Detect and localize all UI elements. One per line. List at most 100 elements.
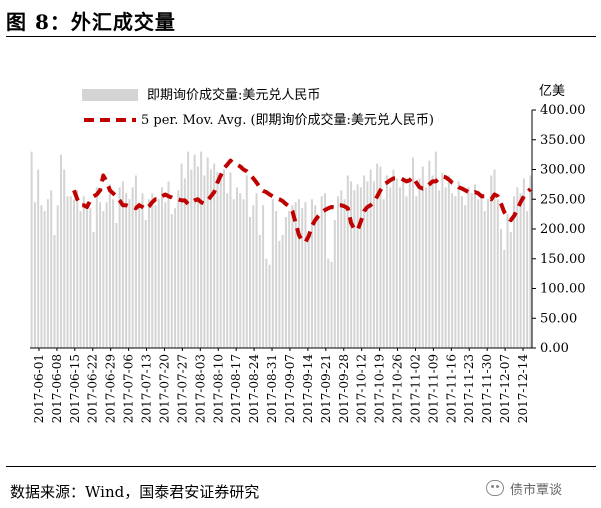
bar <box>79 211 82 348</box>
bar <box>82 196 85 348</box>
x-tick-label: 2017-08-31 <box>265 354 279 423</box>
bar <box>268 264 271 348</box>
bar <box>66 196 69 348</box>
bar <box>252 205 255 348</box>
bar <box>330 261 333 348</box>
bar <box>506 214 509 348</box>
bar <box>102 211 105 348</box>
x-tick-label: 2017-08-10 <box>211 354 225 423</box>
x-tick-label: 2017-11-30 <box>480 354 494 423</box>
bar <box>363 175 366 348</box>
bar <box>271 199 274 348</box>
bar <box>359 187 362 348</box>
bar <box>415 196 418 348</box>
watermark: 债市覃谈 <box>486 479 562 498</box>
y-axis-unit: 亿美 <box>539 84 565 99</box>
bar <box>464 205 467 348</box>
bar <box>314 205 317 348</box>
bar <box>519 193 522 348</box>
bar <box>216 172 219 348</box>
x-tick-label: 2017-08-24 <box>247 354 261 424</box>
bar <box>408 181 411 348</box>
bar <box>128 199 131 348</box>
bar <box>239 193 242 348</box>
bar <box>99 202 102 348</box>
bar <box>95 187 98 348</box>
bar <box>389 187 392 348</box>
bar <box>46 199 49 348</box>
figure-title: 图 8：外汇成交量 <box>6 10 176 34</box>
bar <box>323 193 327 348</box>
moving-average-series <box>72 158 532 245</box>
bar <box>141 193 144 348</box>
bar <box>125 193 128 348</box>
bar <box>245 175 248 348</box>
bar <box>310 199 313 348</box>
bar <box>203 175 206 348</box>
bar <box>200 151 203 348</box>
bar <box>451 193 454 348</box>
bar <box>477 199 480 348</box>
bar <box>222 169 225 348</box>
x-tick-label: 2017-06-29 <box>104 354 118 423</box>
legend-bar-label: 即期询价成交量:美元兑人民币 <box>147 87 320 103</box>
bar <box>72 199 76 348</box>
gridlines <box>532 109 536 349</box>
x-tick-label: 2017-11-23 <box>462 354 476 423</box>
bar <box>379 166 382 348</box>
bar <box>242 199 245 348</box>
bar <box>164 202 167 348</box>
bar <box>76 190 79 348</box>
bar <box>317 217 320 348</box>
bar <box>425 187 428 348</box>
wechat-icon <box>486 480 504 496</box>
bar <box>69 196 72 348</box>
x-tick-label: 2017-07-20 <box>158 354 172 423</box>
bar <box>350 181 353 348</box>
y-axis-ticks: 0.00 50.00 100.00 150.00 200.00 250.00 300.00 3… <box>540 103 586 356</box>
bar <box>37 169 40 348</box>
y-tick-label: 50.00 <box>540 311 577 326</box>
bar <box>40 205 43 348</box>
x-tick-label: 2017-06-22 <box>86 354 100 423</box>
bar <box>30 151 33 348</box>
bar <box>115 223 118 348</box>
bar <box>213 163 216 348</box>
bar <box>493 169 496 348</box>
bar <box>118 187 121 348</box>
bar <box>226 193 229 348</box>
moving-average-line <box>72 158 532 245</box>
bar <box>151 193 154 348</box>
bar <box>353 190 356 348</box>
bar <box>460 196 463 348</box>
bar <box>483 211 486 348</box>
bar <box>174 208 177 348</box>
bar <box>441 172 444 348</box>
bar <box>291 205 294 348</box>
legend: 即期询价成交量:美元兑人民币 5 per. Mov. Avg. (即期询价成交量… <box>82 87 434 128</box>
bar <box>343 199 346 348</box>
x-axis-ticks: 2017-06-01 2017-06-08 2017-06-15 2017-06-22… <box>32 348 530 423</box>
bar <box>500 229 503 348</box>
bar <box>509 231 512 348</box>
bar <box>193 154 196 348</box>
x-tick-label: 2017-12-14 <box>516 354 530 424</box>
bar <box>89 208 92 348</box>
bar <box>262 205 265 348</box>
bar <box>503 249 506 348</box>
bar <box>86 202 89 348</box>
bar <box>529 175 532 348</box>
x-tick-label: 2017-11-02 <box>409 354 423 423</box>
bar <box>161 187 164 348</box>
bar <box>265 258 268 348</box>
x-tick-label: 2017-07-27 <box>175 354 189 423</box>
bar <box>346 175 349 348</box>
bar <box>108 184 111 348</box>
bar <box>196 166 199 348</box>
bar <box>490 175 493 348</box>
bar <box>284 217 287 348</box>
bar <box>356 184 359 348</box>
bar <box>43 211 46 348</box>
y-tick-label: 250.00 <box>540 192 586 207</box>
bar <box>190 169 193 348</box>
